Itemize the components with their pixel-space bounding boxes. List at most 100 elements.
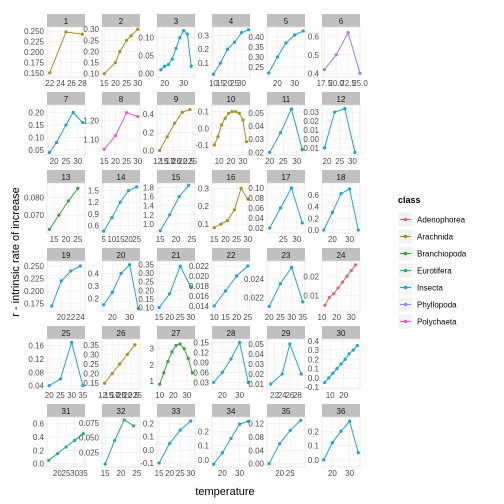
y-tick-label: 0.03 — [248, 135, 264, 144]
legend-item-polychaeta: Polychaeta — [397, 313, 457, 330]
series-line — [158, 420, 192, 464]
data-point — [170, 57, 174, 61]
panel-strip-label: 32 — [117, 407, 126, 416]
data-point — [280, 372, 284, 376]
x-tick-label: 24 — [76, 313, 85, 322]
panel-strip — [267, 248, 305, 261]
data-point — [219, 123, 224, 127]
data-point — [118, 200, 122, 204]
data-point — [59, 279, 63, 283]
data-point — [168, 213, 172, 217]
data-point — [125, 352, 129, 356]
y-tick-label: 0.6 — [308, 191, 320, 200]
data-point — [174, 46, 178, 51]
y-tick-label: 0.01 — [303, 292, 319, 301]
data-point — [54, 140, 59, 145]
data-point — [47, 227, 51, 232]
legend-item-insecta: Insecta — [397, 279, 443, 296]
data-point — [81, 120, 85, 125]
y-tick-label: 0.0 — [198, 124, 210, 133]
x-tick-label: 30 — [125, 313, 134, 322]
x-tick-label: 15 — [216, 79, 225, 88]
y-tick-label: 0.4 — [308, 203, 320, 212]
data-point — [246, 197, 250, 201]
data-point — [348, 419, 352, 423]
data-point — [267, 304, 271, 309]
panel-strip — [102, 14, 140, 27]
y-tick-label: 0.6 — [308, 32, 320, 41]
data-point — [69, 340, 74, 344]
legend-label: Polychaeta — [417, 318, 457, 327]
x-tick-label: 25 — [187, 235, 196, 244]
panel-strip-label: 34 — [227, 407, 236, 416]
y-tick-label: 0.020 — [189, 272, 210, 281]
series-line — [270, 342, 302, 385]
y-tick-label: 0.40 — [248, 33, 264, 42]
x-tick-label: 15 — [221, 313, 230, 322]
panel-strip-label: 11 — [282, 95, 291, 104]
x-tick-label: 20 — [223, 79, 232, 88]
panel-background — [266, 26, 306, 78]
panel-background — [156, 416, 196, 468]
x-tick-label: 35 — [78, 391, 87, 400]
panel-32: 32 0.025 0.050 0.075 15 20 25 — [79, 404, 142, 478]
legend-item-arachnida: Arachnida — [397, 228, 454, 245]
panel-strip — [322, 404, 360, 417]
x-tick-label: 20.0 — [172, 157, 188, 166]
y-tick-label: 0.4 — [143, 110, 155, 119]
panel-background — [321, 260, 361, 312]
data-point — [69, 269, 73, 273]
panel-background — [101, 182, 141, 234]
x-tick-label: 25 — [276, 313, 285, 322]
panel-strip-label: 25 — [62, 329, 71, 338]
data-point — [353, 150, 357, 154]
x-tick-label: 20.0 — [328, 79, 344, 88]
y-tick-label: 1.6 — [143, 193, 155, 202]
panel-8: 8 1.10 1.20 15 20 25 30 — [83, 92, 143, 166]
y-tick-label: 0.9 — [88, 210, 100, 219]
data-point — [347, 352, 351, 356]
data-point — [278, 442, 282, 446]
data-point — [330, 441, 334, 445]
y-tick-label: 1.8 — [143, 184, 155, 193]
y-tick-label: 0.05 — [248, 109, 264, 118]
data-point — [57, 213, 61, 217]
panel-strip — [212, 326, 250, 339]
data-point — [124, 38, 129, 42]
series-line — [269, 107, 303, 153]
panel-strip — [267, 92, 305, 105]
data-point — [234, 110, 238, 114]
x-tick-label: 20 — [117, 469, 126, 478]
data-point — [349, 269, 353, 273]
panel-strip — [212, 170, 250, 183]
data-point — [239, 186, 243, 190]
data-point — [284, 41, 288, 45]
panel-strip — [102, 248, 140, 261]
legend-item-eurotifera: Eurotifera — [397, 262, 452, 279]
series-line — [48, 188, 79, 230]
panel-strip — [267, 14, 305, 27]
data-point — [50, 304, 54, 308]
panel-20: 20 0.2 0.3 0.4 20 30 — [88, 248, 141, 322]
panel-10: 10-0.10.00.110 20 30 — [195, 92, 251, 166]
panel-14: 14 0.6 0.9 1.2 1.5 5 10 15 20 25 — [88, 170, 142, 244]
x-tick-label: 10 — [107, 235, 116, 244]
x-tick-label: 20 — [53, 469, 62, 478]
series-line — [268, 266, 304, 307]
panel-strip-label: 30 — [337, 329, 346, 338]
y-tick-label: 0.1 — [308, 365, 320, 374]
y-tick-label: 0.05 — [138, 52, 154, 61]
panel-27: 27 1 2 3 10 20 30 — [150, 326, 196, 400]
x-tick-label: 30 — [238, 157, 247, 166]
data-point — [102, 147, 106, 151]
x-tick-label: 10 — [215, 157, 224, 166]
data-point — [230, 110, 234, 114]
y-tick-label: 1.0 — [143, 220, 155, 229]
y-tick-label: 0.00 — [138, 69, 154, 78]
data-point — [267, 71, 271, 75]
x-tick-label: 15 — [155, 313, 164, 322]
panel-3: 3 0.00 0.05 0.10 20 30 — [138, 14, 196, 88]
